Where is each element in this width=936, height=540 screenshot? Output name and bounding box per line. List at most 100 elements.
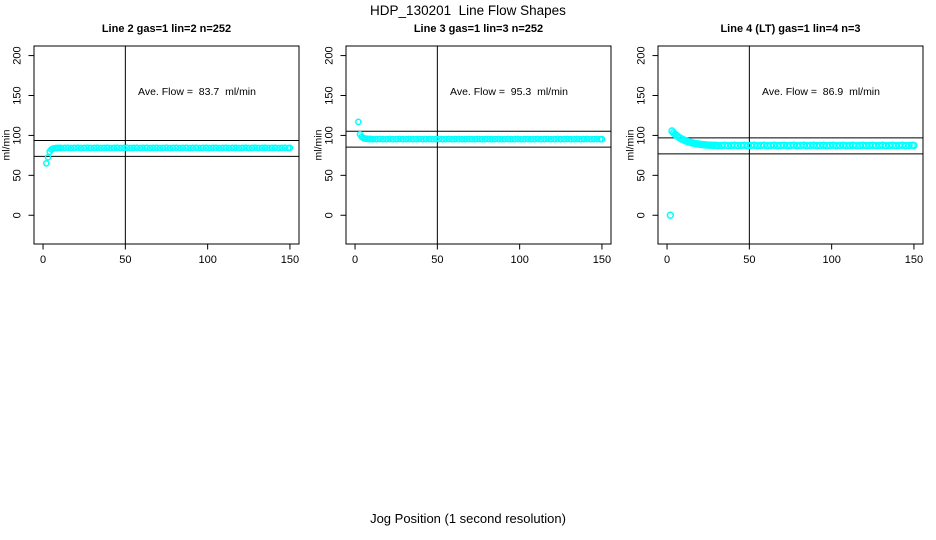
ave-flow-annotation-line3: Ave. Flow = 95.3 ml/min [450, 86, 568, 98]
data-point [130, 144, 137, 152]
data-point [268, 144, 276, 152]
y-tick-label: 100 [636, 126, 648, 144]
data-point [573, 135, 581, 143]
data-point [140, 144, 147, 152]
data-point [238, 144, 246, 152]
x-tick-label: 50 [743, 254, 755, 266]
subplot-title-line3: Line 3 gas=1 lin=3 n=252 [413, 23, 544, 35]
data-point [228, 144, 236, 152]
data-point [478, 135, 486, 143]
data-point [156, 144, 164, 152]
data-point [126, 144, 134, 152]
data-point [425, 135, 433, 143]
data-point [508, 135, 515, 143]
data-point [369, 135, 377, 143]
data-point [392, 135, 400, 143]
data-point [501, 135, 509, 143]
data-point [409, 135, 417, 143]
data-point [196, 144, 203, 152]
x-tick-label: 150 [593, 254, 611, 266]
data-point [429, 135, 436, 143]
data-point [278, 144, 286, 152]
data-point [406, 135, 413, 143]
data-point [255, 144, 263, 152]
data-point [412, 135, 420, 143]
data-point [396, 135, 403, 143]
data-point [598, 135, 606, 143]
data-point [182, 144, 190, 152]
data-point [84, 144, 91, 152]
data-point [209, 144, 216, 152]
y-tick-label: 50 [636, 169, 648, 181]
data-point [149, 144, 157, 152]
data-point [465, 135, 472, 143]
plot-box [657, 45, 924, 245]
data-series [42, 144, 294, 167]
data-point [225, 144, 233, 152]
data-point [67, 144, 75, 152]
data-point [110, 144, 118, 152]
data-point [517, 135, 525, 143]
data-point [524, 135, 532, 143]
y-tick-label: 0 [324, 212, 336, 218]
y-axis-title: ml/min [313, 129, 325, 160]
data-point [567, 135, 575, 143]
data-point [186, 144, 193, 152]
data-point [461, 135, 469, 143]
x-tick-label: 100 [510, 254, 528, 266]
data-point [117, 144, 124, 152]
data-point [215, 144, 223, 152]
data-point [580, 135, 588, 143]
data-point [199, 144, 207, 152]
y-axis-title: ml/min [625, 129, 637, 160]
data-point [61, 144, 68, 152]
x-tick-label: 50 [119, 254, 131, 266]
subplot-title-line4: Line 4 (LT) gas=1 lin=4 n=3 [720, 23, 861, 35]
data-point [498, 135, 505, 143]
data-point [113, 144, 121, 152]
data-point [402, 135, 410, 143]
y-tick-label: 200 [12, 46, 24, 64]
data-point [386, 135, 393, 143]
x-tick-label: 0 [40, 254, 46, 266]
data-point [560, 135, 568, 143]
data-point [97, 144, 105, 152]
data-point [458, 135, 466, 143]
data-point [166, 144, 174, 152]
data-point [57, 144, 65, 152]
data-point [399, 135, 407, 143]
data-point [143, 144, 151, 152]
data-point [415, 135, 423, 143]
data-point [537, 135, 545, 143]
x-tick-label: 150 [905, 254, 923, 266]
x-tick-label: 50 [431, 254, 443, 266]
data-point [248, 144, 256, 152]
data-point [481, 135, 489, 143]
data-point [422, 135, 430, 143]
data-point [389, 135, 397, 143]
y-tick-label: 150 [636, 86, 648, 104]
data-point [77, 144, 85, 152]
y-tick-label: 200 [636, 46, 648, 64]
data-point [245, 144, 253, 152]
data-point [521, 135, 528, 143]
data-point [442, 135, 449, 143]
data-point [189, 144, 197, 152]
data-point [107, 144, 114, 152]
y-tick-label: 0 [12, 212, 24, 218]
data-point [550, 135, 558, 143]
y-axis-title: ml/min [1, 129, 13, 160]
data-point [100, 144, 108, 152]
data-point [179, 144, 187, 152]
data-point [169, 144, 177, 152]
x-tick-label: 0 [352, 254, 358, 266]
y-tick-label: 50 [12, 169, 24, 181]
figure-x-axis-label: Jog Position (1 second resolution) [370, 511, 566, 526]
y-tick-label: 0 [636, 212, 648, 218]
x-tick-label: 100 [822, 254, 840, 266]
data-point [212, 144, 220, 152]
data-series [354, 118, 606, 143]
data-point [219, 144, 226, 152]
y-tick-label: 150 [324, 86, 336, 104]
data-point [176, 144, 184, 152]
